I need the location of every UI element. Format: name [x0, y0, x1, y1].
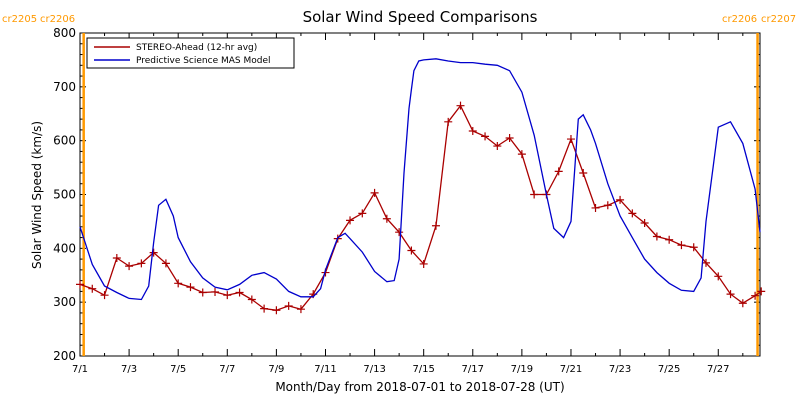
- series-point-0: [481, 132, 490, 141]
- x-tick-label: 7/27: [707, 364, 729, 375]
- x-tick-label: 7/23: [609, 364, 631, 375]
- series-point-0: [468, 126, 477, 135]
- series-point-0: [505, 133, 514, 142]
- x-tick-label: 7/11: [314, 364, 336, 375]
- series-point-0: [284, 301, 293, 310]
- x-tick-label: 7/7: [219, 364, 235, 375]
- carrington-label-left-1: cr2205: [2, 14, 37, 25]
- y-tick-label: 200: [53, 349, 76, 363]
- series-point-0: [235, 288, 244, 297]
- series-point-0: [603, 201, 612, 210]
- series-point-0: [628, 209, 637, 218]
- series-point-0: [554, 167, 563, 176]
- y-tick-label: 300: [53, 295, 76, 309]
- x-tick-label: 7/3: [121, 364, 137, 375]
- series-point-0: [701, 258, 710, 267]
- series-point-0: [223, 291, 232, 300]
- series-line-1: [79, 58, 761, 301]
- series-point-0: [640, 219, 649, 228]
- series-point-0: [88, 284, 97, 293]
- x-tick-label: 7/5: [170, 364, 186, 375]
- series-point-0: [493, 142, 502, 151]
- series-point-0: [358, 209, 367, 218]
- series-point-0: [112, 254, 121, 263]
- x-tick-label: 7/19: [511, 364, 533, 375]
- series-point-0: [100, 291, 109, 300]
- y-tick-label: 800: [53, 26, 76, 40]
- x-tick-label: 7/1: [72, 364, 88, 375]
- series-point-0: [198, 288, 207, 297]
- series-point-0: [444, 117, 453, 126]
- series-point-0: [211, 287, 220, 296]
- series-point-0: [689, 243, 698, 252]
- series-point-0: [149, 248, 158, 257]
- series-point-0: [431, 221, 440, 230]
- carrington-label-left-2: cr2206: [40, 14, 75, 25]
- series-point-0: [456, 101, 465, 110]
- carrington-label-right-2: cr2207: [761, 14, 796, 25]
- carrington-label-right-1: cr2206: [722, 14, 757, 25]
- y-tick-label: 700: [53, 80, 76, 94]
- x-tick-label: 7/17: [462, 364, 484, 375]
- series-point-0: [247, 295, 256, 304]
- series-point-0: [346, 216, 355, 225]
- x-tick-label: 7/21: [560, 364, 582, 375]
- series-point-0: [137, 259, 146, 268]
- series-point-0: [757, 287, 766, 296]
- series-point-0: [407, 246, 416, 255]
- series-point-0: [161, 259, 170, 268]
- x-tick-label: 7/25: [658, 364, 680, 375]
- series-point-0: [566, 135, 575, 144]
- y-axis-label: Solar Wind Speed (km/s): [30, 121, 44, 269]
- series-point-0: [616, 195, 625, 204]
- series-point-0: [419, 259, 428, 268]
- series-point-0: [296, 305, 305, 314]
- legend-label-mas: Predictive Science MAS Model: [136, 56, 271, 66]
- y-tick-label: 500: [53, 188, 76, 202]
- x-tick-label: 7/15: [412, 364, 434, 375]
- x-axis-label: Month/Day from 2018-07-01 to 2018-07-28 …: [275, 380, 564, 394]
- series-point-0: [272, 306, 281, 315]
- x-tick-label: 7/9: [268, 364, 284, 375]
- series-point-0: [174, 279, 183, 288]
- series-point-0: [125, 262, 134, 271]
- series-point-0: [382, 214, 391, 223]
- series-point-0: [530, 190, 539, 199]
- series-point-0: [395, 228, 404, 237]
- series-point-0: [517, 150, 526, 159]
- series-point-0: [726, 290, 735, 299]
- y-tick-label: 400: [53, 241, 76, 255]
- series-point-0: [579, 168, 588, 177]
- legend-label-stereo: STEREO-Ahead (12-hr avg): [136, 43, 257, 53]
- x-tick-label: 7/13: [363, 364, 385, 375]
- plot-area: 200 300 400 500 600 700 800 7/1 7/3 7/5 7/7 7/9 7/11…: [53, 26, 766, 375]
- series-point-0: [751, 291, 760, 300]
- series-point-0: [76, 280, 84, 289]
- series-point-0: [652, 232, 661, 241]
- legend-box: [86, 37, 295, 69]
- series-point-0: [714, 272, 723, 281]
- series-point-0: [677, 241, 686, 250]
- chart-title: Solar Wind Speed Comparisons: [303, 8, 538, 26]
- series-point-0: [665, 235, 674, 244]
- series-point-0: [738, 299, 747, 308]
- y-tick-label: 600: [53, 134, 76, 148]
- series-point-0: [591, 203, 600, 212]
- series-point-0: [260, 304, 269, 313]
- legend: STEREO-Ahead (12-hr avg) Predictive Scie…: [86, 37, 295, 69]
- series-point-0: [370, 188, 379, 197]
- series-point-0: [186, 283, 195, 292]
